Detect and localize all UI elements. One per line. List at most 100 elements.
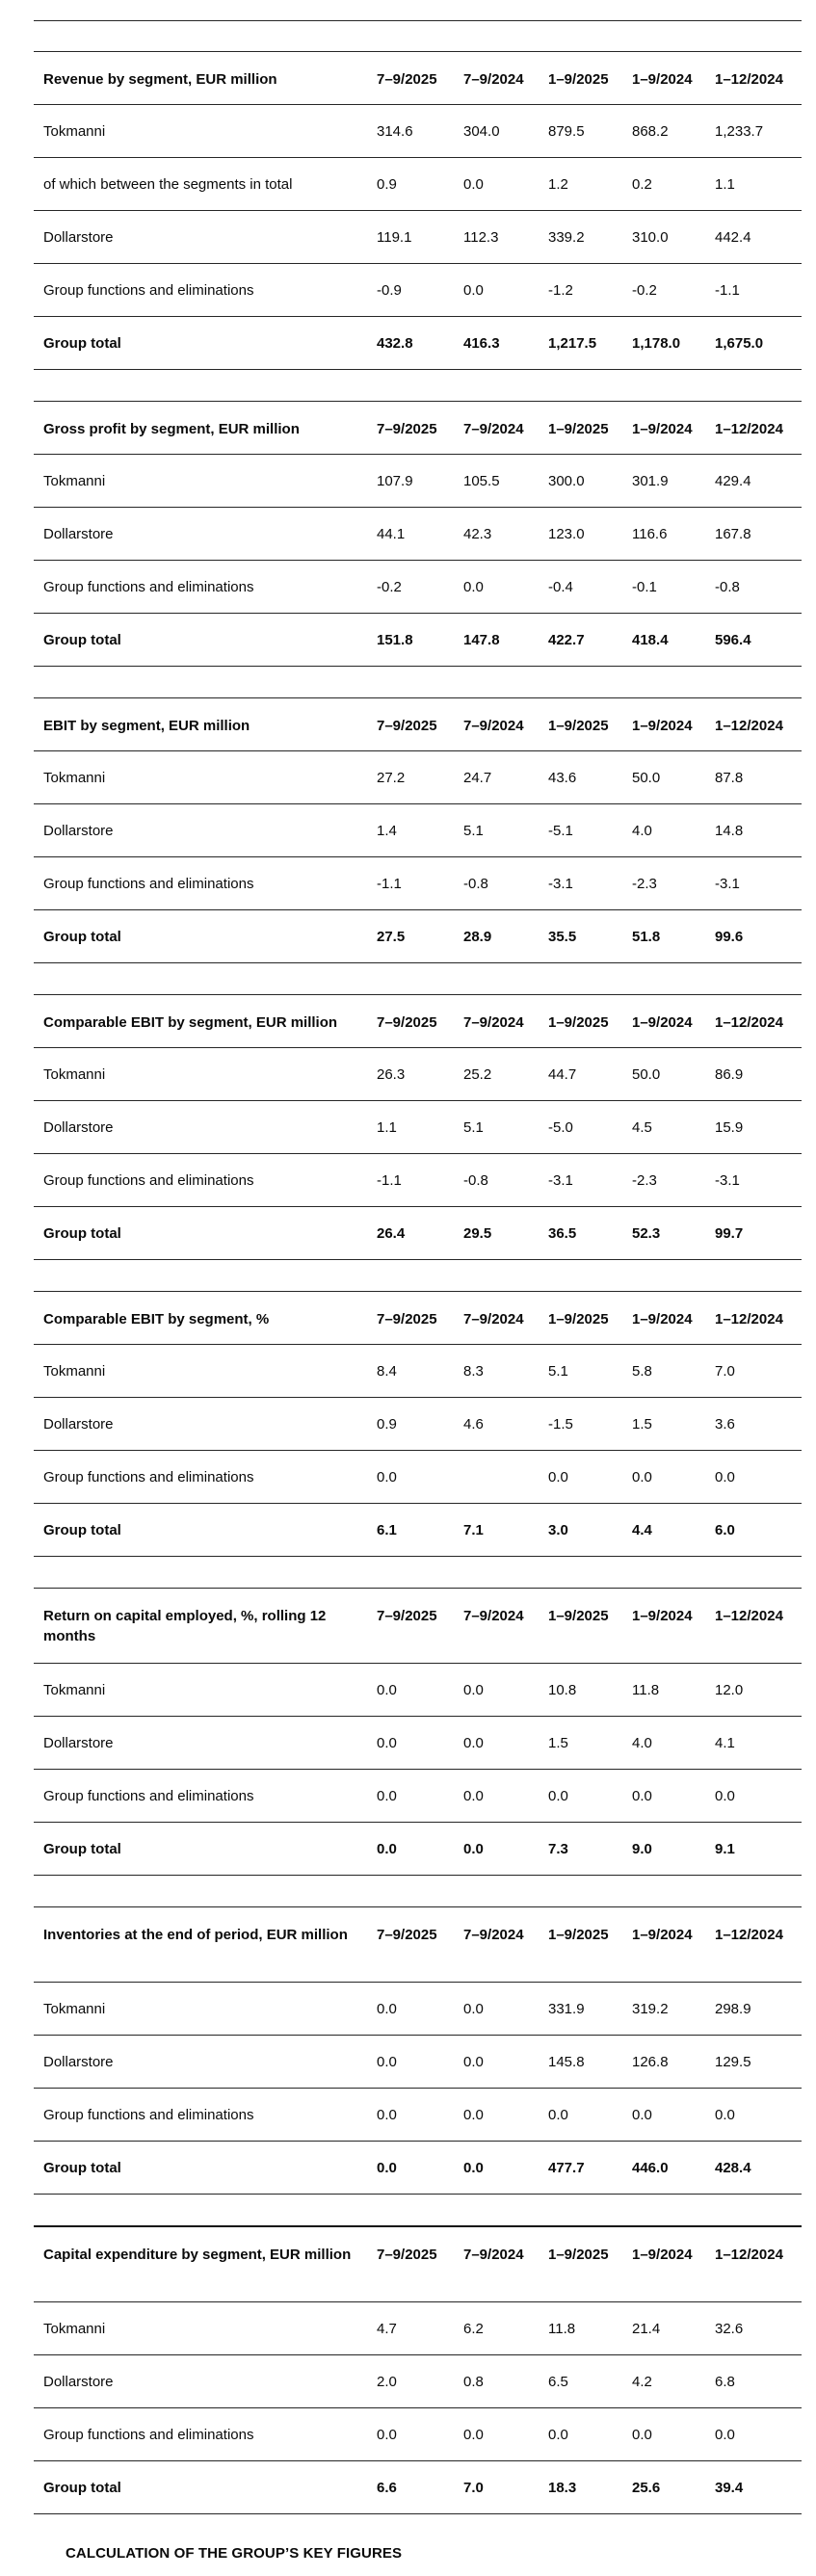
cell-value: 28.9	[463, 928, 492, 945]
period-column-header: 1–9/2025	[548, 2247, 609, 2263]
period-column-header: 7–9/2025	[377, 1608, 437, 1624]
period-column-header: 7–9/2025	[377, 71, 437, 88]
cell-value: 4.4	[632, 1521, 652, 1538]
period-column-header: 1–9/2024	[632, 1014, 693, 1031]
segment-table: Gross profit by segment, EUR million 7–9/…	[34, 401, 802, 667]
row-label: Tokmanni	[43, 2320, 106, 2337]
table-header-row: Return on capital employed, %, rolling 1…	[34, 1589, 802, 1664]
cell-value: 52.3	[632, 1224, 661, 1242]
row-label: Group functions and eliminations	[43, 578, 254, 595]
table-title: Return on capital employed, %, rolling 1…	[43, 1608, 327, 1644]
table-row: Group total 0.0 0.0 477.7 446.0 428.4	[34, 2142, 802, 2195]
period-column-header: 7–9/2024	[463, 1927, 524, 1943]
cell-value: 9.0	[632, 1840, 652, 1857]
table-row: Group functions and eliminations 0.0 0.0 0.…	[34, 1451, 802, 1504]
table-row: Dollarstore 2.0 0.8 6.5 4.2 6.8	[34, 2355, 802, 2408]
cell-value: 0.2	[632, 175, 652, 193]
cell-value: 4.6	[463, 1415, 484, 1433]
cell-value: -5.1	[548, 822, 573, 839]
table-row: Dollarstore 119.1 112.3 339.2 310.0 442.4	[34, 211, 802, 264]
table-row: Group total 27.5 28.9 35.5 51.8 99.6	[34, 910, 802, 963]
table-header-row: Capital expenditure by segment, EUR mill…	[34, 2227, 802, 2302]
cell-value: 44.7	[548, 1065, 577, 1083]
cell-value: 50.0	[632, 1065, 661, 1083]
cell-value: 7.0	[463, 2479, 484, 2496]
cell-value: 0.0	[715, 2106, 735, 2123]
period-column-header: 1–12/2024	[715, 2247, 783, 2263]
cell-value: -0.4	[548, 578, 573, 595]
row-label: Dollarstore	[43, 2373, 114, 2390]
period-column-header: 7–9/2025	[377, 718, 437, 734]
row-label: Group functions and eliminations	[43, 2426, 254, 2443]
table-row: Group functions and eliminations -1.1 -0.8…	[34, 1154, 802, 1207]
cell-value: 0.0	[377, 2053, 397, 2070]
row-label: Group total	[43, 631, 121, 648]
cell-value: 339.2	[548, 228, 585, 246]
cell-value: -3.1	[548, 875, 573, 892]
cell-value: 151.8	[377, 631, 413, 648]
top-rule	[34, 20, 802, 51]
table-title: EBIT by segment, EUR million	[43, 718, 250, 734]
cell-value: 6.2	[463, 2320, 484, 2337]
period-column-header: 1–9/2024	[632, 421, 693, 437]
cell-value: 6.6	[377, 2479, 397, 2496]
period-column-header: 7–9/2024	[463, 1014, 524, 1031]
cell-value: 36.5	[548, 1224, 577, 1242]
cell-value: 147.8	[463, 631, 500, 648]
table-title: Inventories at the end of period, EUR mi…	[43, 1927, 348, 1943]
cell-value: 11.8	[548, 2320, 576, 2337]
cell-value: 0.0	[377, 2426, 397, 2443]
cell-value: 14.8	[715, 822, 744, 839]
cell-value: 86.9	[715, 1065, 744, 1083]
cell-value: -3.1	[715, 1171, 740, 1189]
cell-value: 8.4	[377, 1362, 397, 1380]
table-row: Tokmanni 107.9 105.5 300.0 301.9 429.4	[34, 455, 802, 508]
period-column-header: 7–9/2024	[463, 421, 524, 437]
cell-value: -3.1	[548, 1171, 573, 1189]
cell-value: 3.0	[548, 1521, 568, 1538]
cell-value: 0.8	[463, 2373, 484, 2390]
period-column-header: 1–9/2024	[632, 1927, 693, 1943]
period-column-header: 1–9/2025	[548, 718, 609, 734]
segment-table: EBIT by segment, EUR million 7–9/2025 7–9/…	[34, 697, 802, 963]
cell-value: 119.1	[377, 228, 412, 246]
segment-table: Comparable EBIT by segment, EUR million 7…	[34, 994, 802, 1260]
row-label: Tokmanni	[43, 1681, 106, 1698]
cell-value: 0.0	[463, 281, 484, 299]
table-title: Capital expenditure by segment, EUR mill…	[43, 2247, 352, 2263]
cell-value: 145.8	[548, 2053, 585, 2070]
table-row: Dollarstore 1.1 5.1 -5.0 4.5 15.9	[34, 1101, 802, 1154]
table-header-row: Comparable EBIT by segment, % 7–9/2025 7–9…	[34, 1292, 802, 1345]
cell-value: 0.0	[548, 2426, 568, 2443]
row-label: Dollarstore	[43, 1734, 114, 1751]
table-header-row: Revenue by segment, EUR million 7–9/2025 7…	[34, 52, 802, 105]
table-row: Dollarstore 44.1 42.3 123.0 116.6 167.8	[34, 508, 802, 561]
cell-value: 446.0	[632, 2159, 669, 2176]
cell-value: 298.9	[715, 2000, 751, 2017]
cell-value: 1,233.7	[715, 122, 764, 140]
period-column-header: 7–9/2025	[377, 1311, 437, 1327]
cell-value: 6.0	[715, 1521, 735, 1538]
row-label: Dollarstore	[43, 2053, 114, 2070]
cell-value: 301.9	[632, 472, 669, 489]
table-row: Group total 432.8 416.3 1,217.5 1,178.0 1,675…	[34, 317, 802, 370]
cell-value: 4.2	[632, 2373, 652, 2390]
cell-value: 0.0	[715, 1468, 735, 1485]
cell-value: 6.8	[715, 2373, 735, 2390]
period-column-header: 1–12/2024	[715, 1608, 783, 1624]
row-label: Tokmanni	[43, 1362, 106, 1380]
table-header-row: Gross profit by segment, EUR million 7–9/…	[34, 402, 802, 455]
period-column-header: 1–9/2025	[548, 1014, 609, 1031]
row-label: Group total	[43, 1840, 121, 1857]
cell-value: 50.0	[632, 769, 661, 786]
period-column-header: 7–9/2025	[377, 1014, 437, 1031]
cell-value: 1.1	[715, 175, 735, 193]
table-row: Group total 151.8 147.8 422.7 418.4 596.4	[34, 614, 802, 667]
period-column-header: 1–12/2024	[715, 421, 783, 437]
cell-value: 0.0	[377, 2000, 397, 2017]
table-title: Revenue by segment, EUR million	[43, 71, 277, 88]
row-label: Dollarstore	[43, 1415, 114, 1433]
cell-value: 300.0	[548, 472, 585, 489]
cell-value: 442.4	[715, 228, 751, 246]
